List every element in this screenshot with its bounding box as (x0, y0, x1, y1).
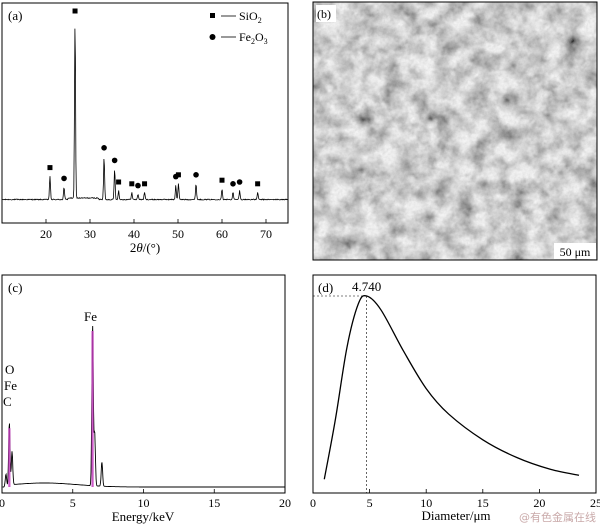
panel-d: (d) 0 5 10 15 20 25 4.740 Diameter/μm (310, 274, 600, 523)
panel-a-tick-label-40: 40 (128, 227, 140, 241)
panel-b: (b) 50 μm (312, 1, 598, 261)
panel-a-phase-markers (47, 8, 261, 189)
fe2o3-peak-marker-14 (236, 179, 243, 185)
panel-a-label: (a) (8, 8, 22, 23)
sio2-peak-marker-10 (175, 172, 181, 178)
fe2o3-peak-marker-13 (230, 181, 236, 187)
panel-d-label: (d) (318, 280, 333, 295)
sio2-peak-marker-15 (255, 181, 261, 187)
panel-c-tick-label-10: 10 (138, 496, 150, 510)
sio2-peak-marker-0 (47, 165, 53, 171)
panel-c-tick-label-0: 0 (0, 496, 5, 510)
panel-a: (a) 20 30 40 50 60 70 2θ/(°) SiO2 Fe2O3 (1, 2, 289, 255)
panel-c-x-ticks: 0 5 10 15 20 (0, 489, 291, 510)
sio2-peak-marker-2 (72, 8, 78, 14)
panel-a-x-ticks: 20 30 40 50 60 70 (40, 219, 272, 241)
panel-d-tick-label-0: 0 (310, 496, 316, 510)
sio2-peak-marker-5 (116, 179, 122, 185)
panel-d-x-ticks: 0 5 10 15 20 25 (310, 489, 600, 510)
fe2o3-peak-marker-1 (61, 175, 67, 182)
sem-image-grain (313, 2, 597, 260)
panel-d-tick-label-15: 15 (477, 496, 489, 510)
scale-bar-label: 50 μm (560, 245, 591, 259)
panel-c-tick-label-5: 5 (70, 496, 76, 510)
legend-label-sio2: SiO2 (239, 9, 262, 25)
panel-d-peak-annotation: 4.740 (352, 279, 381, 294)
peak-label-fe-l: Fe (4, 378, 17, 393)
panel-a-tick-label-70: 70 (260, 227, 272, 241)
peak-label-fe-k: Fe (84, 309, 97, 324)
fe2o3-peak-marker-4 (111, 157, 118, 164)
legend-square-marker (210, 13, 215, 18)
fe2o3-peak-marker-3 (101, 145, 107, 151)
scale-bar-box (554, 243, 596, 259)
legend-circle-marker (209, 34, 216, 40)
panel-c-tick-label-20: 20 (279, 496, 291, 510)
panel-c-peak-fill (8, 331, 94, 487)
fe2o3-peak-marker-7 (135, 182, 141, 189)
panel-b-label-bg (316, 5, 336, 22)
panel-a-legend: SiO2 Fe2O3 (209, 9, 268, 46)
sio2-peak-marker-6 (129, 181, 135, 187)
panel-d-tick-label-20: 20 (533, 496, 545, 510)
panel-c-frame (1, 274, 286, 494)
panel-c-tick-label-15: 15 (208, 496, 220, 510)
panel-c-label: (c) (8, 280, 22, 295)
legend-label-fe2o3: Fe2O3 (239, 30, 268, 46)
panel-d-tick-label-10: 10 (420, 496, 432, 510)
panel-b-label: (b) (317, 7, 331, 21)
panel-d-frame (312, 274, 597, 494)
panel-a-x-axis-label: 2θ/(°) (130, 240, 160, 255)
fe2o3-peak-marker-11 (193, 172, 199, 178)
sio2-peak-marker-12 (219, 177, 225, 183)
panel-a-xrd-trace (1, 28, 288, 201)
panel-d-x-axis-label: Diameter/μm (421, 508, 490, 523)
panel-a-tick-label-50: 50 (172, 227, 184, 241)
panel-d-tick-label-25: 25 (590, 496, 600, 510)
panel-a-tick-label-20: 20 (40, 227, 52, 241)
panel-a-tick-label-30: 30 (84, 227, 96, 241)
panel-a-tick-label-60: 60 (216, 227, 228, 241)
panel-c-x-axis-label: Energy/keV (112, 509, 175, 524)
watermark: @有色金属在线 (519, 510, 596, 524)
peak-label-c: C (3, 394, 12, 409)
peak-label-o: O (5, 362, 14, 377)
panel-d-distribution-curve (323, 294, 580, 480)
sio2-peak-marker-8 (142, 181, 148, 187)
panel-c: (c) 0 5 10 15 20 O Fe C Fe Energy/keV (0, 274, 291, 524)
panel-b-frame (312, 1, 598, 261)
panel-a-frame (1, 2, 289, 224)
panel-c-spectrum-trace (2, 325, 285, 488)
panel-d-tick-label-5: 5 (367, 496, 373, 510)
